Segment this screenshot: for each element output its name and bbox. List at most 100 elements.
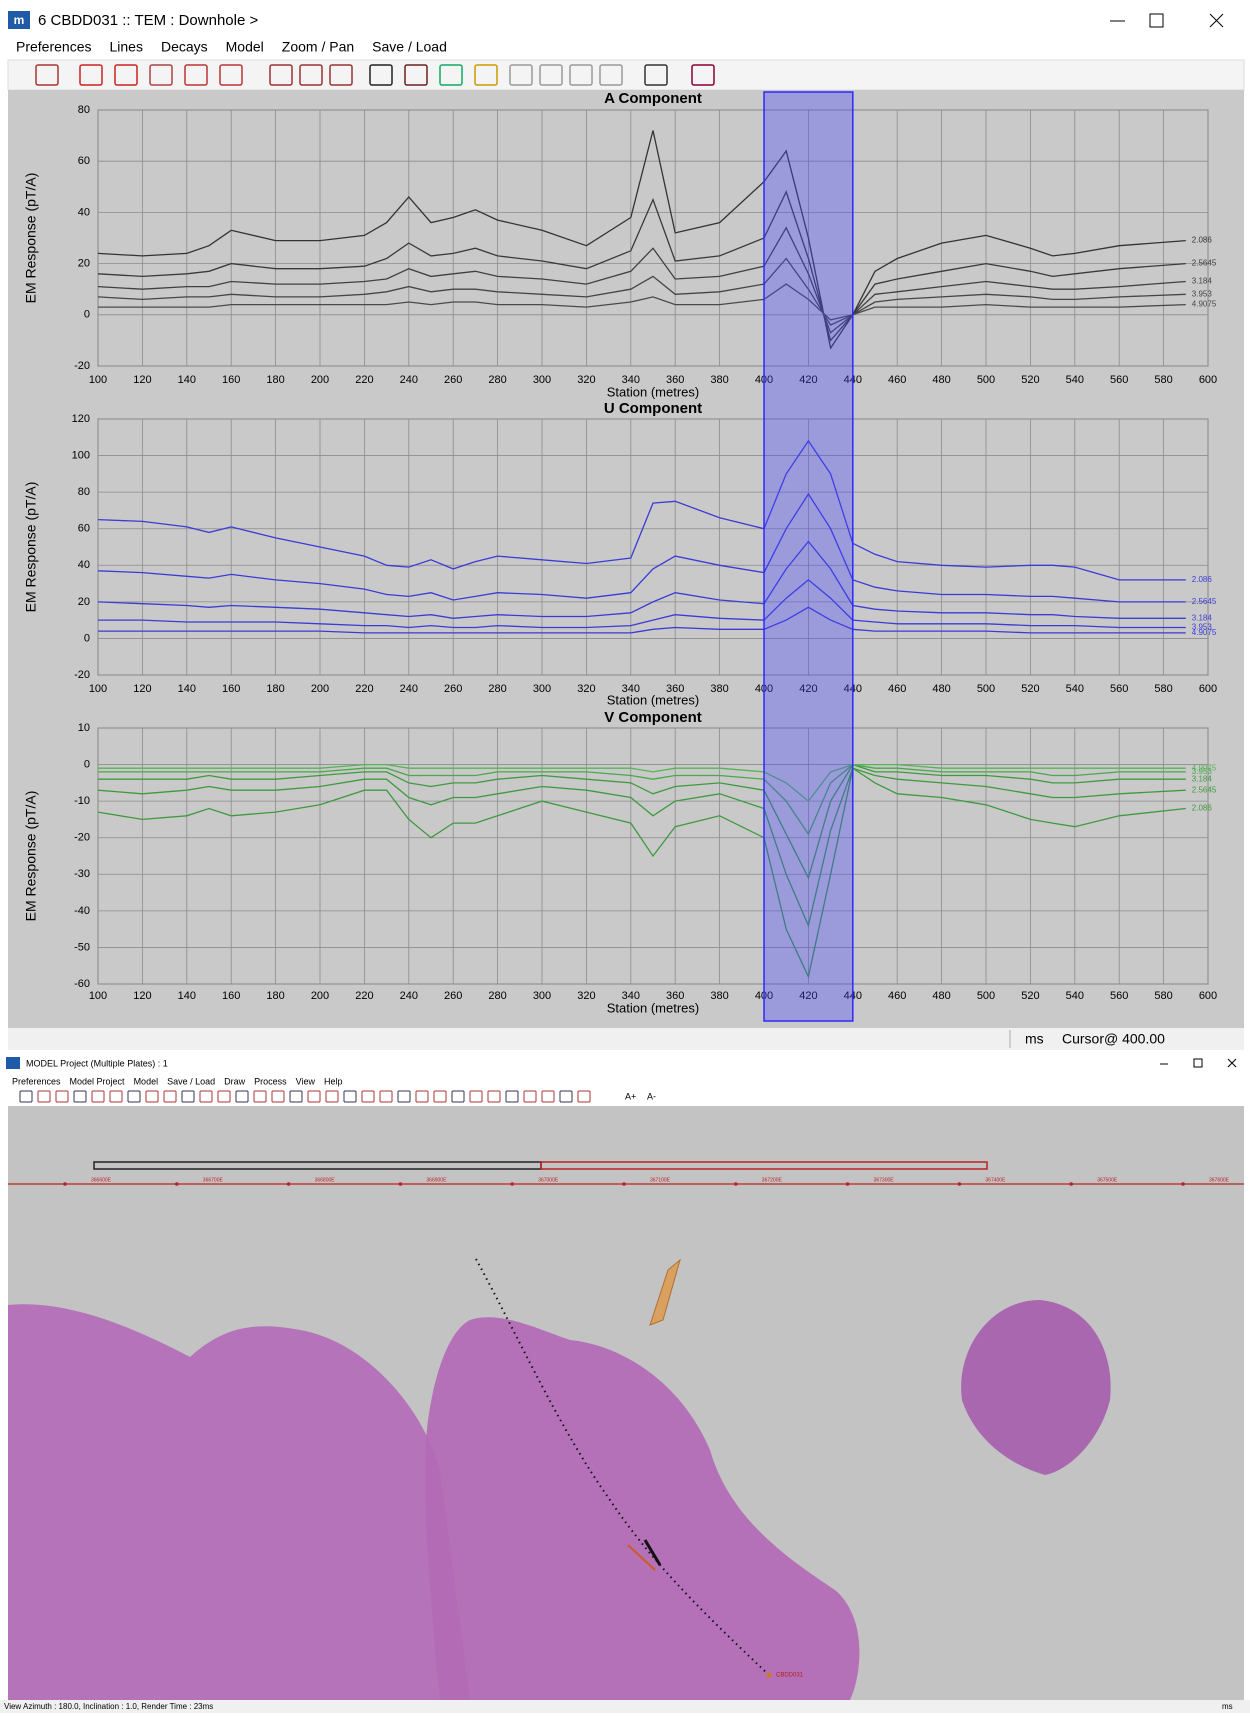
model-toolbar-button[interactable]: [505, 1090, 519, 1103]
toolbar-button[interactable]: [219, 64, 243, 86]
model-menu-item[interactable]: Process: [254, 1076, 287, 1086]
toolbar-button[interactable]: [404, 64, 428, 86]
model-menu-item[interactable]: Model Project: [70, 1076, 126, 1086]
toolbar-button[interactable]: [35, 64, 59, 86]
model-menu-item[interactable]: Preferences: [12, 1076, 61, 1086]
menu-item[interactable]: Preferences: [16, 39, 91, 55]
app-icon-letter: m: [14, 13, 25, 27]
model-toolbar-button[interactable]: [415, 1090, 429, 1103]
maximize-button[interactable]: [1149, 13, 1164, 28]
x-tick-label: 320: [577, 374, 595, 386]
toolbar-button[interactable]: [539, 64, 563, 86]
easting-label: 366700E: [203, 1177, 224, 1183]
model-toolbar-button[interactable]: [37, 1090, 51, 1103]
series-line: [97, 540, 1186, 619]
x-tick-label: 200: [311, 990, 329, 1002]
menu-item[interactable]: Decays: [161, 39, 208, 55]
x-tick-label: 600: [1199, 683, 1217, 695]
model-toolbar-button[interactable]: [163, 1090, 177, 1103]
model-toolbar-button[interactable]: [199, 1090, 213, 1103]
toolbar-button[interactable]: [269, 64, 293, 86]
x-tick-label: 140: [178, 990, 196, 1002]
model-close[interactable]: [1227, 1058, 1237, 1068]
toolbar-button[interactable]: [149, 64, 173, 86]
font-size-button[interactable]: A+: [625, 1091, 636, 1101]
model-toolbar-button[interactable]: [361, 1090, 375, 1103]
model-menu-item[interactable]: Draw: [224, 1076, 246, 1086]
y-tick-label: 20: [78, 596, 90, 608]
model-toolbar-button[interactable]: [379, 1090, 393, 1103]
y-tick-label: 40: [78, 559, 90, 571]
toolbar-button[interactable]: [299, 64, 323, 86]
model-toolbar-button[interactable]: [19, 1090, 33, 1103]
x-tick-label: 340: [622, 683, 640, 695]
x-tick-label: 460: [888, 374, 906, 386]
toolbar-button[interactable]: [369, 64, 393, 86]
model-status-bar: [0, 1700, 1250, 1713]
close-button[interactable]: [1209, 13, 1224, 28]
series-line: [98, 283, 1186, 321]
easting-label: 366600E: [91, 1177, 112, 1183]
model-toolbar-button[interactable]: [325, 1090, 339, 1103]
easting-label: 367200E: [762, 1177, 783, 1183]
model-toolbar-button[interactable]: [397, 1090, 411, 1103]
model-toolbar-button[interactable]: [469, 1090, 483, 1103]
x-tick-label: 100: [89, 374, 107, 386]
menu-item[interactable]: Zoom / Pan: [282, 39, 354, 55]
model-toolbar-button[interactable]: [73, 1090, 87, 1103]
font-size-button[interactable]: A-: [647, 1091, 656, 1101]
model-toolbar-button[interactable]: [235, 1090, 249, 1103]
toolbar-button[interactable]: [644, 64, 668, 86]
easting-tick: [1069, 1182, 1073, 1186]
toolbar-button[interactable]: [599, 64, 623, 86]
x-tick-label: 520: [1021, 990, 1039, 1002]
toolbar-button[interactable]: [439, 64, 463, 86]
model-toolbar-button[interactable]: [577, 1090, 591, 1103]
model-toolbar-button[interactable]: [181, 1090, 195, 1103]
model-toolbar-button[interactable]: [451, 1090, 465, 1103]
toolbar-button[interactable]: [569, 64, 593, 86]
model-toolbar-button[interactable]: [523, 1090, 537, 1103]
y-tick-label: 100: [72, 449, 90, 461]
menu-item[interactable]: Lines: [109, 39, 142, 55]
toolbar-button[interactable]: [79, 64, 103, 86]
model-toolbar-button[interactable]: [343, 1090, 357, 1103]
model-app-icon[interactable]: [6, 1057, 20, 1069]
model-menu-item[interactable]: Model: [134, 1076, 159, 1086]
x-tick-label: 360: [666, 683, 684, 695]
model-toolbar-button[interactable]: [217, 1090, 231, 1103]
model-toolbar-button[interactable]: [433, 1090, 447, 1103]
model-toolbar-button[interactable]: [271, 1090, 285, 1103]
model-maximize[interactable]: [1193, 1058, 1203, 1068]
series-end-label: 2.086: [1192, 575, 1213, 584]
model-toolbar-button[interactable]: [487, 1090, 501, 1103]
toolbar-button[interactable]: [184, 64, 208, 86]
model-toolbar-button[interactable]: [559, 1090, 573, 1103]
model-toolbar-button[interactable]: [109, 1090, 123, 1103]
model-menu-item[interactable]: View: [296, 1076, 316, 1086]
toolbar-button[interactable]: [509, 64, 533, 86]
model-toolbar-button[interactable]: [253, 1090, 267, 1103]
model-toolbar-button[interactable]: [91, 1090, 105, 1103]
series-end-label: 2.5645: [1192, 785, 1217, 794]
easting-tick: [734, 1182, 738, 1186]
menu-item[interactable]: Save / Load: [372, 39, 447, 55]
model-toolbar-button[interactable]: [541, 1090, 555, 1103]
model-menu-item[interactable]: Help: [324, 1076, 343, 1086]
menu-item[interactable]: Model: [226, 39, 264, 55]
x-tick-label: 380: [710, 990, 728, 1002]
toolbar-button[interactable]: [474, 64, 498, 86]
x-tick-label: 420: [799, 990, 817, 1002]
toolbar-button[interactable]: [329, 64, 353, 86]
easting-label: 367500E: [1097, 1177, 1118, 1183]
toolbar-button[interactable]: [114, 64, 138, 86]
x-tick-label: 560: [1110, 990, 1128, 1002]
model-toolbar-button[interactable]: [289, 1090, 303, 1103]
toolbar-button[interactable]: [691, 64, 715, 86]
model-toolbar-button[interactable]: [127, 1090, 141, 1103]
model-menu-item[interactable]: Save / Load: [167, 1076, 215, 1086]
model-toolbar-button[interactable]: [55, 1090, 69, 1103]
model-toolbar-button[interactable]: [145, 1090, 159, 1103]
model-toolbar-button[interactable]: [307, 1090, 321, 1103]
y-tick-label: 0: [84, 632, 90, 644]
